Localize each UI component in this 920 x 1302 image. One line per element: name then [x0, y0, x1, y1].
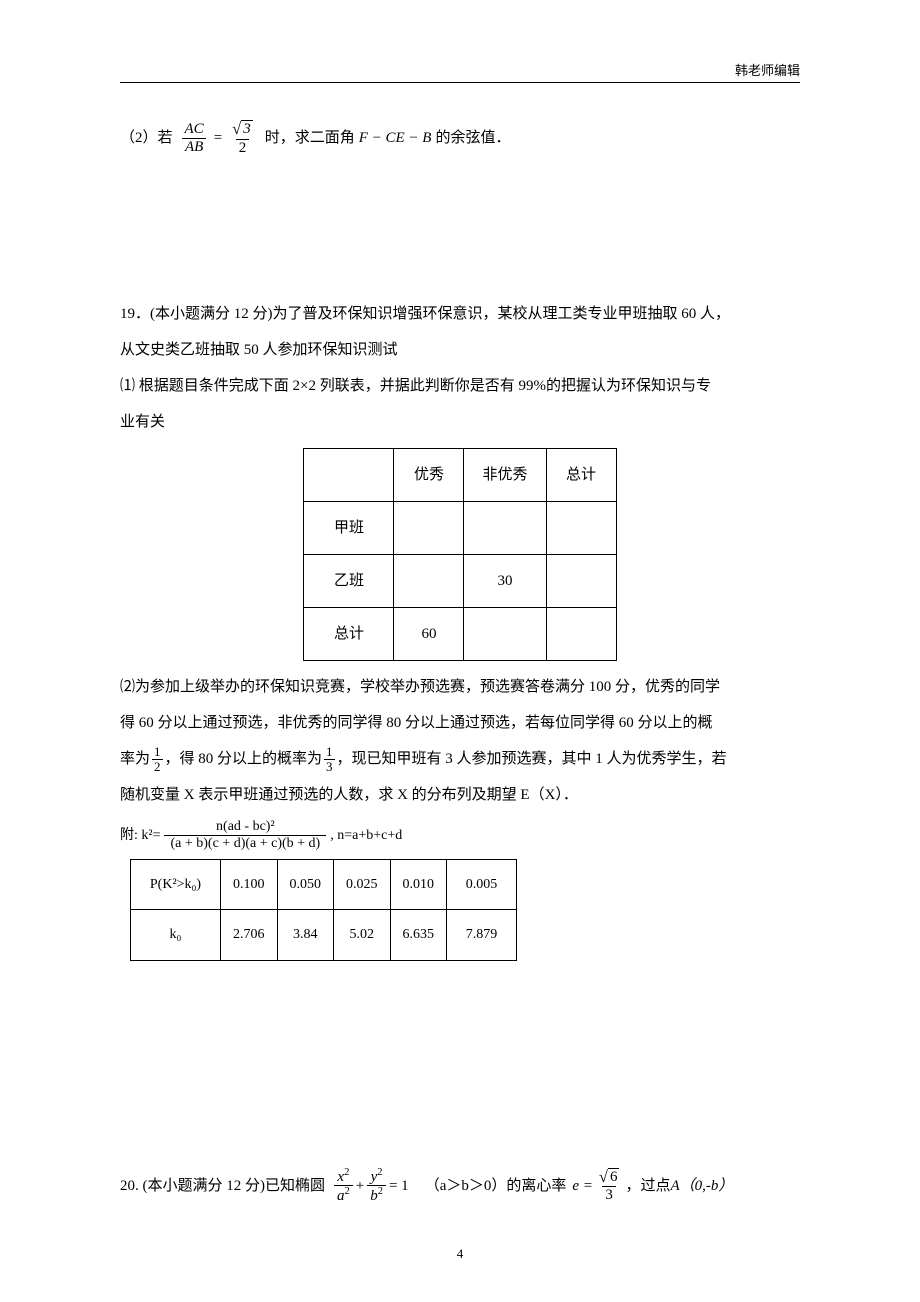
table-row: 甲班 — [304, 502, 616, 555]
q19-table1: 优秀 非优秀 总计 甲班 乙班 30 总计 60 — [303, 448, 616, 661]
table-row: 总计 60 — [304, 608, 616, 661]
q18-frac-right: √3 2 — [229, 120, 256, 156]
sqrt-icon: √3 — [232, 120, 253, 138]
q19-ktable: P(K²>k₀) 0.100 0.050 0.025 0.010 0.005 k… — [130, 859, 517, 961]
q20-cond: （a＞b＞0）的离心率 — [425, 1168, 567, 1204]
q19-intro2: 从文史类乙班抽取 50 人参加环保知识测试 — [120, 332, 800, 368]
q18-prefix: （2）若 — [120, 120, 173, 156]
page-number: 4 — [0, 1246, 920, 1262]
content: （2）若 AC AB = √3 2 时，求二面角 F − CE − B 的余弦值… — [120, 120, 800, 1205]
table-row: 优秀 非优秀 总计 — [304, 449, 616, 502]
q19-p2d: 随机变量 X 表示甲班通过预选的人数，求 X 的分布列及期望 E（X）． — [120, 777, 800, 813]
page: 韩老师编辑 （2）若 AC AB = √3 2 时，求二面角 F − CE − … — [0, 0, 920, 1302]
frac-third: 1 3 — [324, 745, 335, 773]
header-editor: 韩老师编辑 — [735, 60, 800, 79]
q19-intro1: 19．(本小题满分 12 分)为了普及环保知识增强环保意识，某校从理工类专业甲班… — [120, 296, 800, 332]
q19-p1a: ⑴ 根据题目条件完成下面 2×2 列联表，并据此判断你是否有 99%的把握认为环… — [120, 368, 800, 404]
sqrt-icon: √6 — [599, 1168, 620, 1186]
q18-angle: F − CE − B — [359, 120, 432, 156]
q19-formula-frac: n(ad - bc)² (a + b)(c + d)(a + c)(b + d) — [164, 819, 326, 852]
frac-half: 1 2 — [152, 745, 163, 773]
q18-mid: 时，求二面角 — [265, 120, 355, 156]
header-rule — [120, 82, 800, 83]
q20-pointA: A（0,-b） — [670, 1168, 733, 1204]
table-row: k₀ 2.706 3.84 5.02 6.635 7.879 — [131, 910, 517, 961]
q18-part2: （2）若 AC AB = √3 2 时，求二面角 F − CE − B 的余弦值… — [120, 120, 800, 156]
q19-p2a: ⑵为参加上级举办的环保知识竞赛，学校举办预选赛，预选赛答卷满分 100 分，优秀… — [120, 669, 800, 705]
q19-formula: 附: k²= n(ad - bc)² (a + b)(c + d)(a + c)… — [120, 819, 800, 853]
q18-frac-left: AC AB — [182, 121, 207, 155]
q20-frac-x: x2 a2 — [334, 1167, 353, 1205]
q20-prefix: 20. (本小题满分 12 分)已知椭圆 — [120, 1168, 325, 1204]
q19-p2b: 得 60 分以上通过预选，非优秀的同学得 80 分以上通过预选，若每位同学得 6… — [120, 705, 800, 741]
table-row: P(K²>k₀) 0.100 0.050 0.025 0.010 0.005 — [131, 859, 517, 910]
table-row: 乙班 30 — [304, 555, 616, 608]
q20-line: 20. (本小题满分 12 分)已知椭圆 x2 a2 + y2 b2 = 1 （… — [120, 1167, 800, 1205]
q20-frac-y: y2 b2 — [367, 1167, 386, 1205]
q20-frac-e: √6 3 — [596, 1168, 623, 1204]
q18-suffix: 的余弦值． — [435, 120, 510, 156]
q19-p1b: 业有关 — [120, 404, 800, 440]
q19-p2c: 率为 1 2 ，得 80 分以上的概率为 1 3 ，现已知甲班有 3 人参加预选… — [120, 741, 800, 777]
